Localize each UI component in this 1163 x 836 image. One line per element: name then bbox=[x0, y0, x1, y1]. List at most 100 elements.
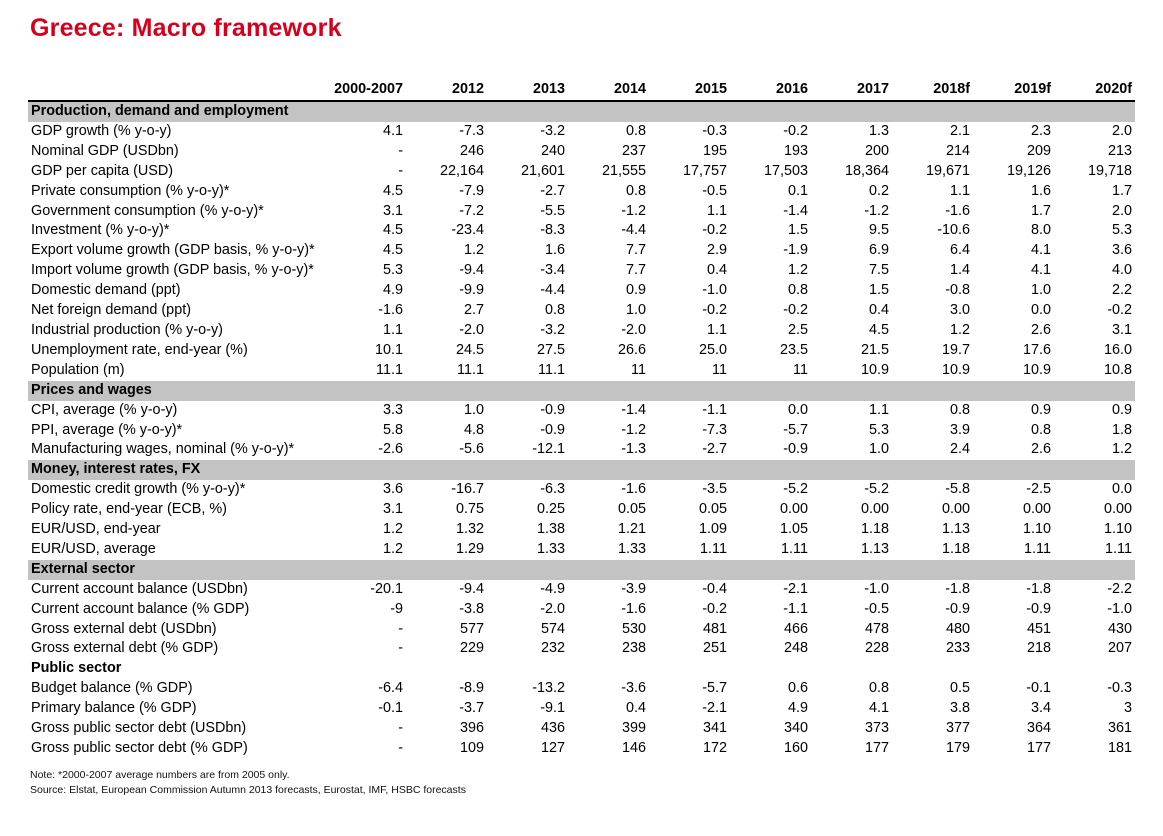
value-cell: 4.5 bbox=[382, 242, 403, 259]
value-cell: -1.4 bbox=[783, 202, 808, 219]
table-row: Policy rate, end-year (ECB, %) 3.1 0.75 0.2… bbox=[28, 500, 1135, 520]
value-cell: 364 bbox=[1026, 720, 1051, 737]
row-label: Gross public sector debt (USDbn) bbox=[31, 720, 247, 737]
value-cell: 0.25 bbox=[536, 501, 565, 518]
footnotes: Note: *2000-2007 average numbers are fro… bbox=[30, 768, 466, 798]
value-cell: 177 bbox=[1026, 740, 1051, 756]
value-cell: 3.0 bbox=[949, 302, 970, 319]
value-cell: -5.8 bbox=[945, 481, 970, 498]
value-cell: -1.6 bbox=[378, 302, 403, 319]
row-label: Domestic demand (ppt) bbox=[31, 282, 181, 299]
value-cell: 1.10 bbox=[1103, 521, 1132, 538]
value-cell: 436 bbox=[540, 720, 565, 737]
value-cell: - bbox=[398, 142, 403, 159]
value-cell: 172 bbox=[702, 740, 727, 756]
column-header: 2018f bbox=[892, 78, 973, 102]
value-cell: 17,757 bbox=[682, 162, 727, 179]
value-cell: 1.21 bbox=[617, 521, 646, 538]
value-cell: 233 bbox=[945, 640, 970, 657]
value-cell: -9.4 bbox=[459, 262, 484, 279]
value-cell: 4.8 bbox=[463, 421, 484, 438]
value-cell: 1.1 bbox=[868, 401, 889, 418]
value-cell: -12.1 bbox=[532, 441, 565, 458]
value-cell: 0.00 bbox=[1022, 501, 1051, 518]
value-cell: 3.6 bbox=[1111, 242, 1132, 259]
value-cell: 10.9 bbox=[941, 361, 970, 378]
value-cell: 1.0 bbox=[625, 302, 646, 319]
value-cell: -9.9 bbox=[459, 282, 484, 299]
value-cell: 24.5 bbox=[455, 341, 484, 358]
table-row: Industrial production (% y-o-y) 1.1 -2.0 -3… bbox=[28, 321, 1135, 341]
value-cell: 1.18 bbox=[860, 521, 889, 538]
row-label: CPI, average (% y-o-y) bbox=[31, 401, 178, 418]
value-cell: -13.2 bbox=[532, 680, 565, 697]
value-cell: 1.11 bbox=[700, 540, 727, 557]
value-cell: -1.2 bbox=[864, 202, 889, 219]
column-header: 2017 bbox=[811, 78, 892, 102]
value-cell: 209 bbox=[1026, 142, 1051, 159]
value-cell: 2.2 bbox=[1111, 282, 1132, 299]
value-cell: -1.8 bbox=[945, 580, 970, 597]
section-title: Prices and wages bbox=[28, 380, 1135, 401]
value-cell: 1.3 bbox=[868, 122, 889, 139]
value-cell: -0.5 bbox=[864, 600, 889, 617]
value-cell: 1.4 bbox=[949, 262, 970, 279]
value-cell: 0.9 bbox=[1030, 401, 1051, 418]
value-cell: 18,364 bbox=[844, 162, 889, 179]
value-cell: 238 bbox=[621, 640, 646, 657]
value-cell: 179 bbox=[945, 740, 970, 756]
value-cell: 207 bbox=[1107, 640, 1132, 657]
value-cell: 3.4 bbox=[1030, 700, 1051, 717]
value-cell: -0.3 bbox=[1107, 680, 1132, 697]
value-cell: 2.0 bbox=[1111, 122, 1132, 139]
value-cell: 1.05 bbox=[779, 521, 808, 538]
value-cell: 146 bbox=[621, 740, 646, 756]
value-cell: 0.8 bbox=[949, 401, 970, 418]
value-cell: -7.3 bbox=[702, 421, 727, 438]
value-cell: 10.1 bbox=[374, 341, 403, 358]
value-cell: 3.3 bbox=[382, 401, 403, 418]
table-row: Gross external debt (USDbn) - 577 574 530 481… bbox=[28, 620, 1135, 640]
value-cell: -2.5 bbox=[1026, 481, 1051, 498]
value-cell: 1.0 bbox=[463, 401, 484, 418]
table-row: Export volume growth (GDP basis, % y-o-y… bbox=[28, 241, 1135, 261]
row-label: Industrial production (% y-o-y) bbox=[31, 321, 223, 338]
value-cell: 2.7 bbox=[463, 302, 484, 319]
value-cell: -1.0 bbox=[864, 580, 889, 597]
value-cell: 6.4 bbox=[949, 242, 970, 259]
row-label: Export volume growth (GDP basis, % y-o-y… bbox=[31, 242, 315, 259]
value-cell: -3.4 bbox=[540, 262, 565, 279]
value-cell: 2.6 bbox=[1030, 321, 1051, 338]
value-cell: -4.4 bbox=[540, 282, 565, 299]
row-label: Gross public sector debt (% GDP) bbox=[31, 740, 248, 756]
value-cell: 0.8 bbox=[868, 680, 889, 697]
value-cell: 1.8 bbox=[1111, 421, 1132, 438]
value-cell: 2.3 bbox=[1030, 122, 1051, 139]
value-cell: 177 bbox=[864, 740, 889, 756]
value-cell: - bbox=[398, 162, 403, 179]
value-cell: 577 bbox=[459, 620, 484, 637]
row-label: Current account balance (USDbn) bbox=[31, 580, 248, 597]
value-cell: 0.4 bbox=[868, 302, 889, 319]
column-header: 2020f bbox=[1054, 78, 1135, 102]
value-cell: -2.0 bbox=[621, 321, 646, 338]
value-cell: 2.4 bbox=[949, 441, 970, 458]
value-cell: 0.8 bbox=[544, 302, 565, 319]
value-cell: 195 bbox=[702, 142, 727, 159]
value-cell: 213 bbox=[1107, 142, 1132, 159]
table-row: GDP per capita (USD) - 22,164 21,601 21,555 1… bbox=[28, 162, 1135, 182]
value-cell: - bbox=[398, 640, 403, 657]
value-cell: 237 bbox=[621, 142, 646, 159]
value-cell: -0.2 bbox=[702, 222, 727, 239]
value-cell: -0.1 bbox=[378, 700, 403, 717]
table-row: Unemployment rate, end-year (%) 10.1 24.5 2… bbox=[28, 341, 1135, 361]
value-cell: 0.0 bbox=[1111, 481, 1132, 498]
section-header-row: Money, interest rates, FX bbox=[28, 460, 1135, 481]
value-cell: 3.1 bbox=[382, 501, 403, 518]
value-cell: 2.9 bbox=[706, 242, 727, 259]
value-cell: 228 bbox=[864, 640, 889, 657]
value-cell: 0.05 bbox=[698, 501, 727, 518]
value-cell: 109 bbox=[459, 740, 484, 756]
value-cell: -7.2 bbox=[459, 202, 484, 219]
value-cell: -1.6 bbox=[945, 202, 970, 219]
